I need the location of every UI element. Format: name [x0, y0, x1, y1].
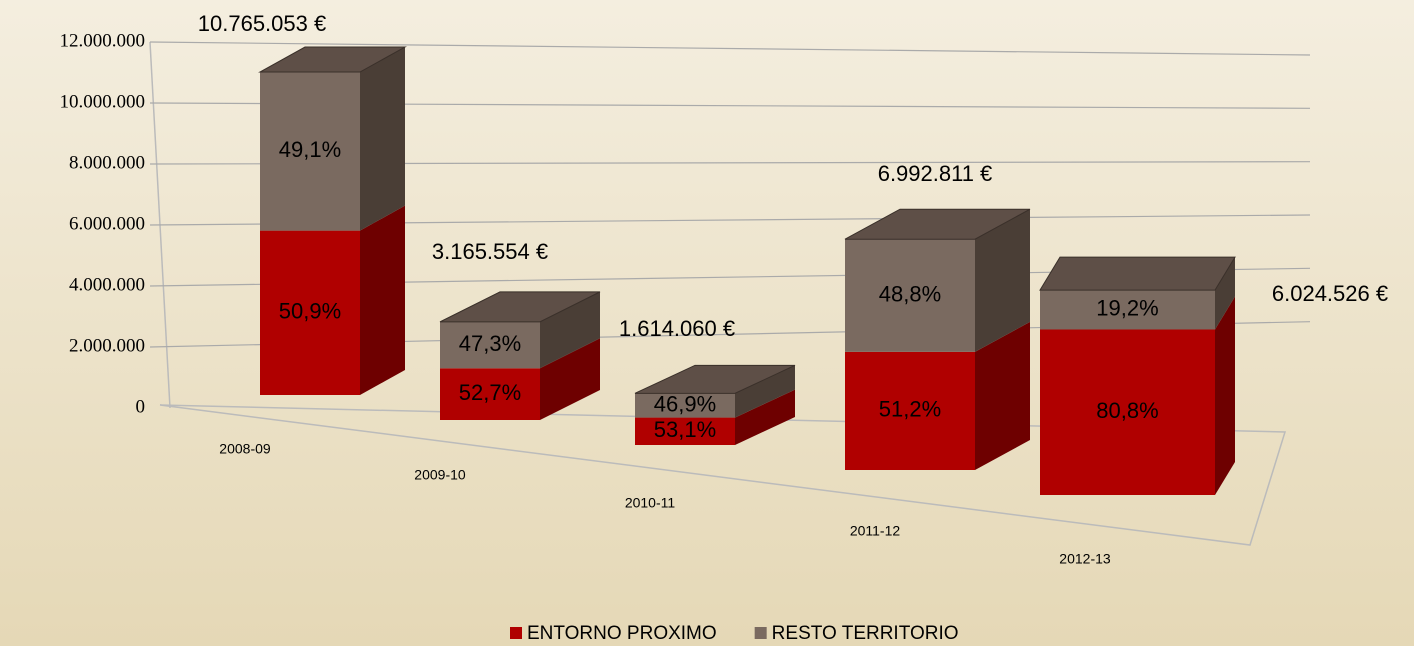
y-tick-label: 12.000.000 — [60, 30, 146, 51]
x-tick-label: 2009-10 — [414, 467, 466, 483]
x-tick-label: 2012-13 — [1059, 551, 1111, 567]
x-tick-label: 2010-11 — [625, 495, 676, 511]
total-label: 10.765.053 € — [198, 11, 326, 36]
data-label: 51,2% — [879, 397, 941, 422]
total-label: 6.024.526 € — [1272, 281, 1388, 306]
y-tick-label: 0 — [136, 396, 146, 417]
bar-top — [634, 364, 796, 394]
y-tick-label: 10.000.000 — [60, 91, 146, 112]
data-label: 47,3% — [459, 331, 521, 356]
bar-side — [360, 205, 405, 395]
legend-swatch — [510, 627, 522, 639]
data-label: 53,1% — [654, 417, 716, 442]
data-label: 46,9% — [654, 391, 716, 416]
total-label: 6.992.811 € — [878, 161, 993, 186]
data-label: 52,7% — [459, 380, 521, 405]
bar-front — [845, 239, 975, 352]
bar-side — [360, 47, 405, 231]
bar-side — [975, 209, 1030, 352]
bar-front — [440, 321, 540, 369]
bar-side — [1215, 257, 1235, 330]
bar-front — [845, 351, 975, 470]
y-tick-label: 6.000.000 — [69, 213, 145, 234]
x-tick-label: 2011-12 — [850, 523, 901, 539]
data-label: 80,8% — [1096, 398, 1158, 423]
bar-top — [1039, 256, 1236, 291]
bar-front — [260, 72, 360, 231]
legend-label: RESTO TERRITORIO — [772, 623, 959, 644]
bar-top — [439, 291, 601, 323]
bar-top — [844, 208, 1031, 240]
data-label: 48,8% — [879, 281, 941, 306]
bar-front — [1040, 329, 1215, 495]
bar-top — [258, 46, 407, 73]
y-tick-label: 8.000.000 — [69, 152, 145, 173]
legend-label: ENTORNO PROXIMO — [527, 623, 717, 644]
data-label: 49,1% — [279, 137, 341, 162]
bar-side — [540, 291, 600, 369]
bar-side — [975, 321, 1030, 470]
bar-front — [635, 393, 735, 418]
bar-side — [540, 338, 600, 420]
total-label: 1.614.060 € — [619, 316, 735, 341]
y-tick-label: 2.000.000 — [69, 335, 145, 356]
bar-front — [635, 417, 735, 445]
bar-side — [1215, 296, 1235, 495]
total-label: 3.165.554 € — [432, 239, 548, 264]
y-tick-label: 4.000.000 — [69, 274, 145, 295]
data-label: 50,9% — [279, 299, 341, 324]
bar-front — [260, 230, 360, 395]
bar-side — [735, 365, 795, 418]
bar-front — [1040, 290, 1215, 330]
bar-front — [440, 368, 540, 420]
data-label: 19,2% — [1096, 296, 1158, 321]
legend-swatch — [754, 627, 767, 639]
grid-line — [149, 41, 1311, 56]
bar-side — [735, 389, 795, 445]
x-tick-label: 2008-09 — [219, 441, 271, 457]
